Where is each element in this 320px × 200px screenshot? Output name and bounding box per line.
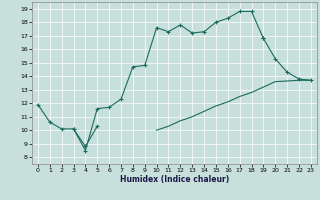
X-axis label: Humidex (Indice chaleur): Humidex (Indice chaleur) (120, 175, 229, 184)
